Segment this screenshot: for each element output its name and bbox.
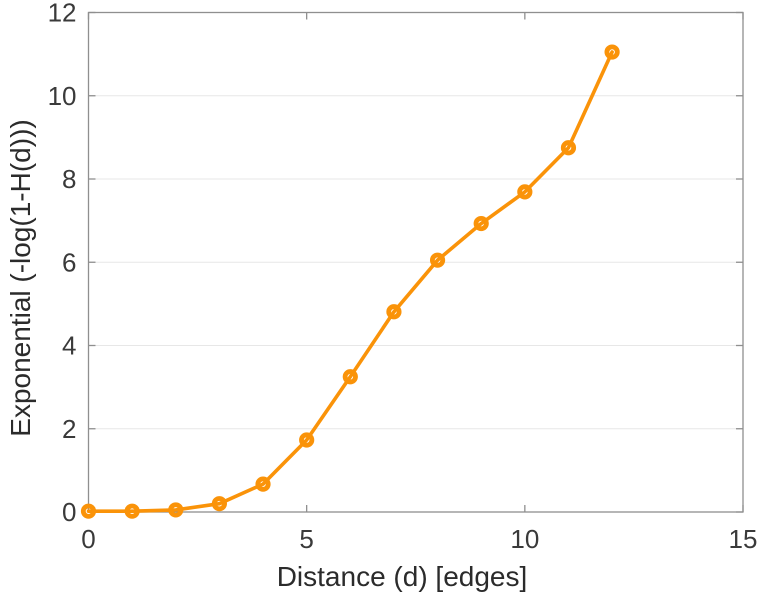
data-point-marker [429,252,446,268]
x-axis-label: Distance (d) [edges] [277,561,528,592]
y-tick-label: 6 [62,247,76,277]
series-layer [80,44,620,519]
y-tick-label: 2 [62,414,76,444]
tick-label-layer: 0 5 10 15 0 2 4 6 8 10 12 [48,0,758,554]
data-point-marker [168,502,184,518]
x-tick-label: 10 [510,524,539,554]
tick-layer [87,11,744,513]
x-tick-label: 0 [81,524,95,554]
data-point-marker [560,140,577,156]
data-point-marker [604,44,620,60]
y-tick-label: 4 [62,331,76,361]
x-tick-label: 5 [299,524,313,554]
x-tick-label: 15 [729,524,758,554]
data-point-marker [473,215,489,232]
data-point-marker [342,369,358,385]
grid-layer [88,95,743,430]
data-point-marker [124,503,140,519]
y-tick-label: 8 [62,164,76,194]
data-point-marker [517,184,533,200]
y-axis-label: Exponential (-log(1-H(d))) [5,119,36,436]
data-point-marker [211,496,227,512]
series-line [86,50,614,513]
data-point-marker [80,503,97,519]
data-point-marker [386,304,402,320]
data-point-marker [299,432,315,448]
y-tick-label: 10 [48,81,77,111]
y-tick-label: 12 [48,0,77,28]
y-tick-label: 0 [62,497,76,527]
data-point-marker [255,476,271,492]
